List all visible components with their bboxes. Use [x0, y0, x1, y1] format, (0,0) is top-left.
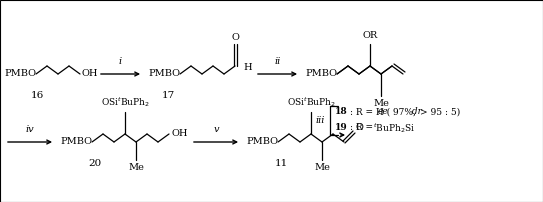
Text: 19: 19 [335, 123, 348, 133]
Text: PMBO: PMBO [305, 69, 337, 79]
Text: Me: Me [373, 100, 389, 108]
Text: 97%,: 97%, [390, 107, 416, 117]
Text: PMBO: PMBO [148, 69, 180, 79]
Text: v: v [213, 125, 219, 135]
Text: 17: 17 [161, 92, 175, 101]
Text: 18: 18 [335, 107, 348, 117]
Text: ii: ii [274, 58, 281, 66]
Text: OR: OR [362, 32, 377, 40]
Text: PMBO: PMBO [60, 138, 92, 146]
Text: Me: Me [314, 163, 330, 173]
Text: H: H [243, 63, 251, 73]
Text: PMBO: PMBO [4, 69, 36, 79]
Text: : R =: : R = [350, 123, 376, 133]
Text: OH: OH [171, 129, 187, 139]
Text: : R = H (: : R = H ( [350, 107, 390, 117]
Text: O: O [355, 122, 363, 132]
Text: ee: ee [378, 107, 389, 117]
Text: iii: iii [315, 116, 325, 125]
Text: Me: Me [128, 163, 144, 173]
Text: OH: OH [82, 69, 98, 79]
Text: 20: 20 [89, 160, 102, 168]
Text: $^{t}$BuPh$_2$Si: $^{t}$BuPh$_2$Si [373, 121, 415, 135]
Text: OSi$^t$BuPh$_2$: OSi$^t$BuPh$_2$ [287, 95, 336, 109]
Text: > 95 : 5): > 95 : 5) [420, 107, 460, 117]
Text: O: O [231, 33, 239, 41]
Text: 16: 16 [30, 92, 43, 101]
Text: i: i [119, 58, 122, 66]
Text: 11: 11 [274, 160, 288, 168]
Text: PMBO: PMBO [246, 138, 278, 146]
Text: OSi$^t$BuPh$_2$: OSi$^t$BuPh$_2$ [100, 95, 149, 109]
Text: dr: dr [409, 107, 422, 117]
Text: iv: iv [26, 125, 34, 135]
